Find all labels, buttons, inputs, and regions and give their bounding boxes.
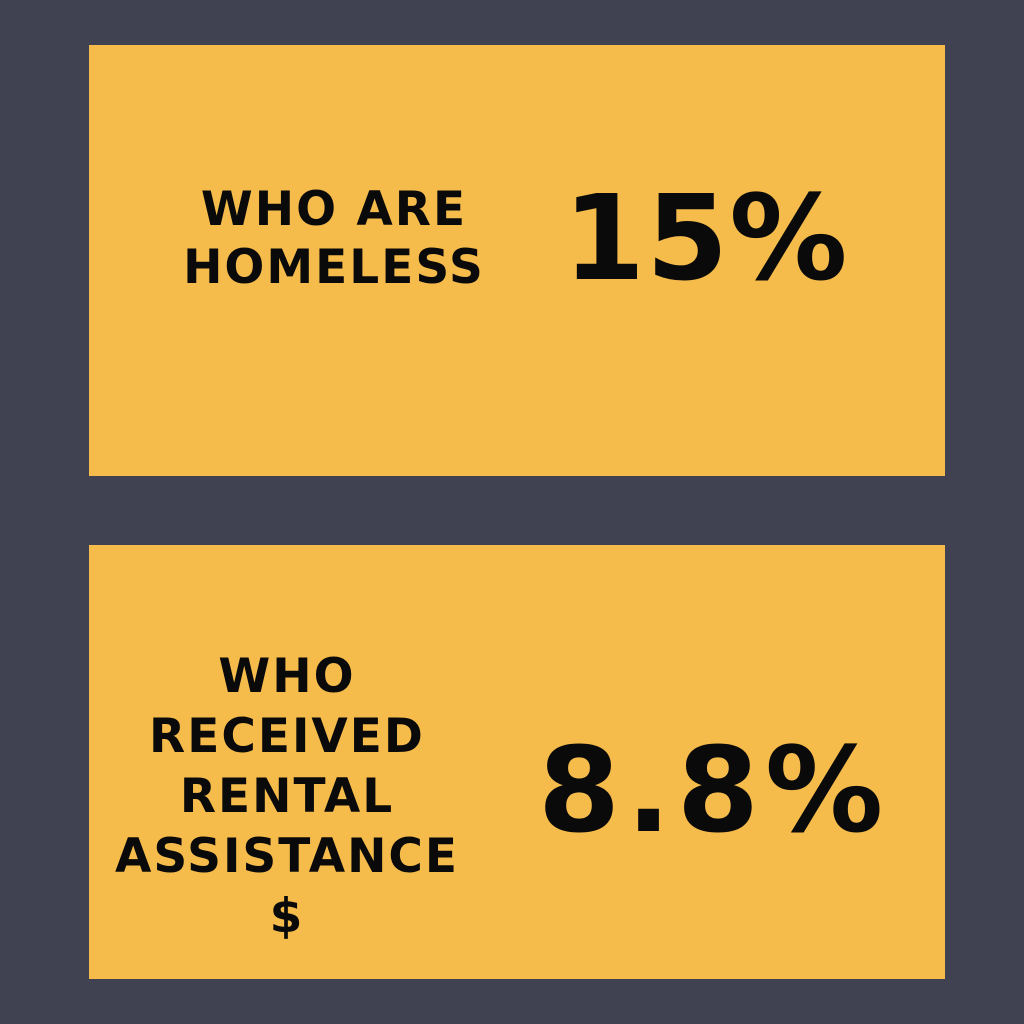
stat-card-homeless: WHO ARE HOMELESS 15%: [89, 45, 945, 476]
stat-label: WHO ARE HOMELESS: [149, 181, 519, 297]
stat-label-line: WHO: [218, 649, 356, 704]
stat-label-line: ASSISTANCE: [114, 829, 460, 884]
stat-value: 15%: [563, 169, 849, 307]
stat-value: 8.8%: [538, 721, 890, 859]
stat-label: WHO RECEIVED RENTAL ASSISTANCE $: [89, 647, 485, 947]
stat-label-line: HOMELESS: [183, 240, 485, 295]
stat-card-rental-assistance: WHO RECEIVED RENTAL ASSISTANCE $ 8.8%: [89, 545, 945, 979]
stat-label-line: RENTAL: [179, 769, 395, 824]
stat-label-line: $: [269, 889, 305, 944]
stat-label-line: RECEIVED: [149, 709, 425, 764]
stat-label-line: WHO ARE: [200, 182, 468, 237]
